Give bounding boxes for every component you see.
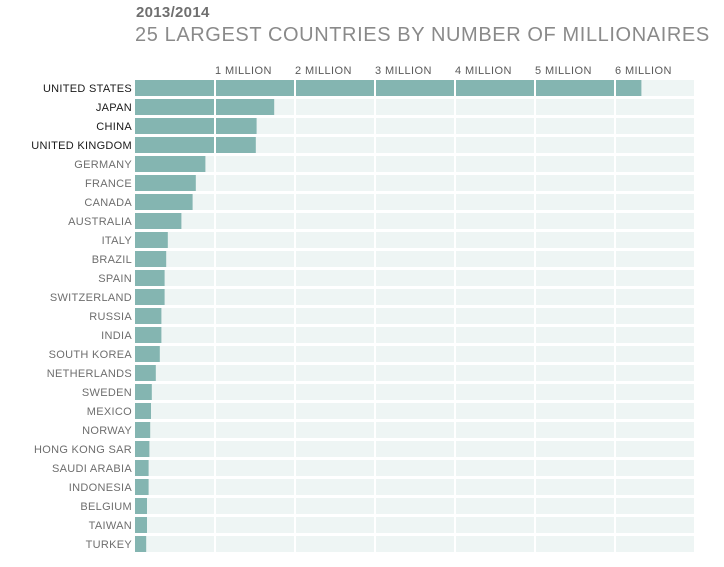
- bar-track-belgium: [135, 498, 694, 514]
- category-label-australia: AUSTRALIA: [68, 216, 132, 228]
- category-label-hong-kong-sar: HONG KONG SAR: [34, 444, 132, 456]
- bar-track-japan: [135, 99, 694, 115]
- category-label-canada: CANADA: [84, 197, 132, 209]
- category-label-italy: ITALY: [102, 235, 133, 247]
- bar-canada: [135, 194, 193, 210]
- category-label-norway: NORWAY: [82, 425, 132, 437]
- bar-france: [135, 175, 196, 191]
- bar-netherlands: [135, 365, 156, 381]
- category-label-china: CHINA: [96, 121, 132, 133]
- bar-track-south-korea: [135, 346, 694, 362]
- bar-south-korea: [135, 346, 160, 362]
- bar-track-taiwan: [135, 517, 694, 533]
- bar-brazil: [135, 251, 167, 267]
- bar-track-italy: [135, 232, 694, 248]
- bar-switzerland: [135, 289, 165, 305]
- bar-turkey: [135, 536, 147, 552]
- tick-label-5: 5 MILLION: [535, 65, 592, 77]
- bar-norway: [135, 422, 151, 438]
- tick-label-1: 1 MILLION: [215, 65, 272, 77]
- bar-track-united-kingdom: [135, 137, 694, 153]
- category-label-belgium: BELGIUM: [80, 501, 132, 513]
- bar-track-australia: [135, 213, 694, 229]
- chart-title: 25 LARGEST COUNTRIES BY NUMBER OF MILLIO…: [135, 24, 710, 46]
- bar-track-norway: [135, 422, 694, 438]
- category-label-netherlands: NETHERLANDS: [47, 368, 132, 380]
- bar-united-states: [135, 80, 642, 96]
- tick-label-2: 2 MILLION: [295, 65, 352, 77]
- bar-spain: [135, 270, 165, 286]
- category-label-germany: GERMANY: [74, 159, 132, 171]
- bar-track-turkey: [135, 536, 694, 552]
- bar-track-sweden: [135, 384, 694, 400]
- category-label-japan: JAPAN: [96, 102, 132, 114]
- category-label-taiwan: TAIWAN: [89, 520, 132, 532]
- bar-track-china: [135, 118, 694, 134]
- bar-united-kingdom: [135, 137, 256, 153]
- bar-track-france: [135, 175, 694, 191]
- tick-label-6: 6 MILLION: [615, 65, 672, 77]
- category-label-mexico: MEXICO: [87, 406, 132, 418]
- bar-belgium: [135, 498, 147, 514]
- category-label-france: FRANCE: [85, 178, 132, 190]
- bar-track-russia: [135, 308, 694, 324]
- category-label-turkey: TURKEY: [86, 539, 133, 551]
- bar-germany: [135, 156, 206, 172]
- category-label-switzerland: SWITZERLAND: [50, 292, 132, 304]
- tick-label-3: 3 MILLION: [375, 65, 432, 77]
- bar-track-switzerland: [135, 289, 694, 305]
- bar-china: [135, 118, 257, 134]
- chart-subtitle: 2013/2014: [136, 4, 210, 21]
- bar-australia: [135, 213, 182, 229]
- category-label-india: INDIA: [101, 330, 132, 342]
- bar-track-spain: [135, 270, 694, 286]
- bar-track-brazil: [135, 251, 694, 267]
- bar-track-indonesia: [135, 479, 694, 495]
- bar-indonesia: [135, 479, 149, 495]
- bar-russia: [135, 308, 162, 324]
- category-label-united-states: UNITED STATES: [43, 83, 132, 95]
- category-label-saudi-arabia: SAUDI ARABIA: [52, 463, 132, 475]
- bar-track-hong-kong-sar: [135, 441, 694, 457]
- bar-track-mexico: [135, 403, 694, 419]
- bar-track-germany: [135, 156, 694, 172]
- category-label-south-korea: SOUTH KOREA: [49, 349, 133, 361]
- bar-sweden: [135, 384, 152, 400]
- bar-india: [135, 327, 162, 343]
- bar-japan: [135, 99, 275, 115]
- bar-track-netherlands: [135, 365, 694, 381]
- bar-track-saudi-arabia: [135, 460, 694, 476]
- category-label-spain: SPAIN: [98, 273, 132, 285]
- tick-label-4: 4 MILLION: [455, 65, 512, 77]
- bar-mexico: [135, 403, 151, 419]
- category-label-sweden: SWEDEN: [82, 387, 132, 399]
- category-label-united-kingdom: UNITED KINGDOM: [31, 140, 132, 152]
- category-label-brazil: BRAZIL: [92, 254, 132, 266]
- bar-taiwan: [135, 517, 147, 533]
- bar-saudi-arabia: [135, 460, 149, 476]
- bar-hong-kong-sar: [135, 441, 150, 457]
- bar-italy: [135, 232, 168, 248]
- category-label-russia: RUSSIA: [89, 311, 132, 323]
- category-label-indonesia: INDONESIA: [69, 482, 133, 494]
- bar-track-canada: [135, 194, 694, 210]
- bar-track-india: [135, 327, 694, 343]
